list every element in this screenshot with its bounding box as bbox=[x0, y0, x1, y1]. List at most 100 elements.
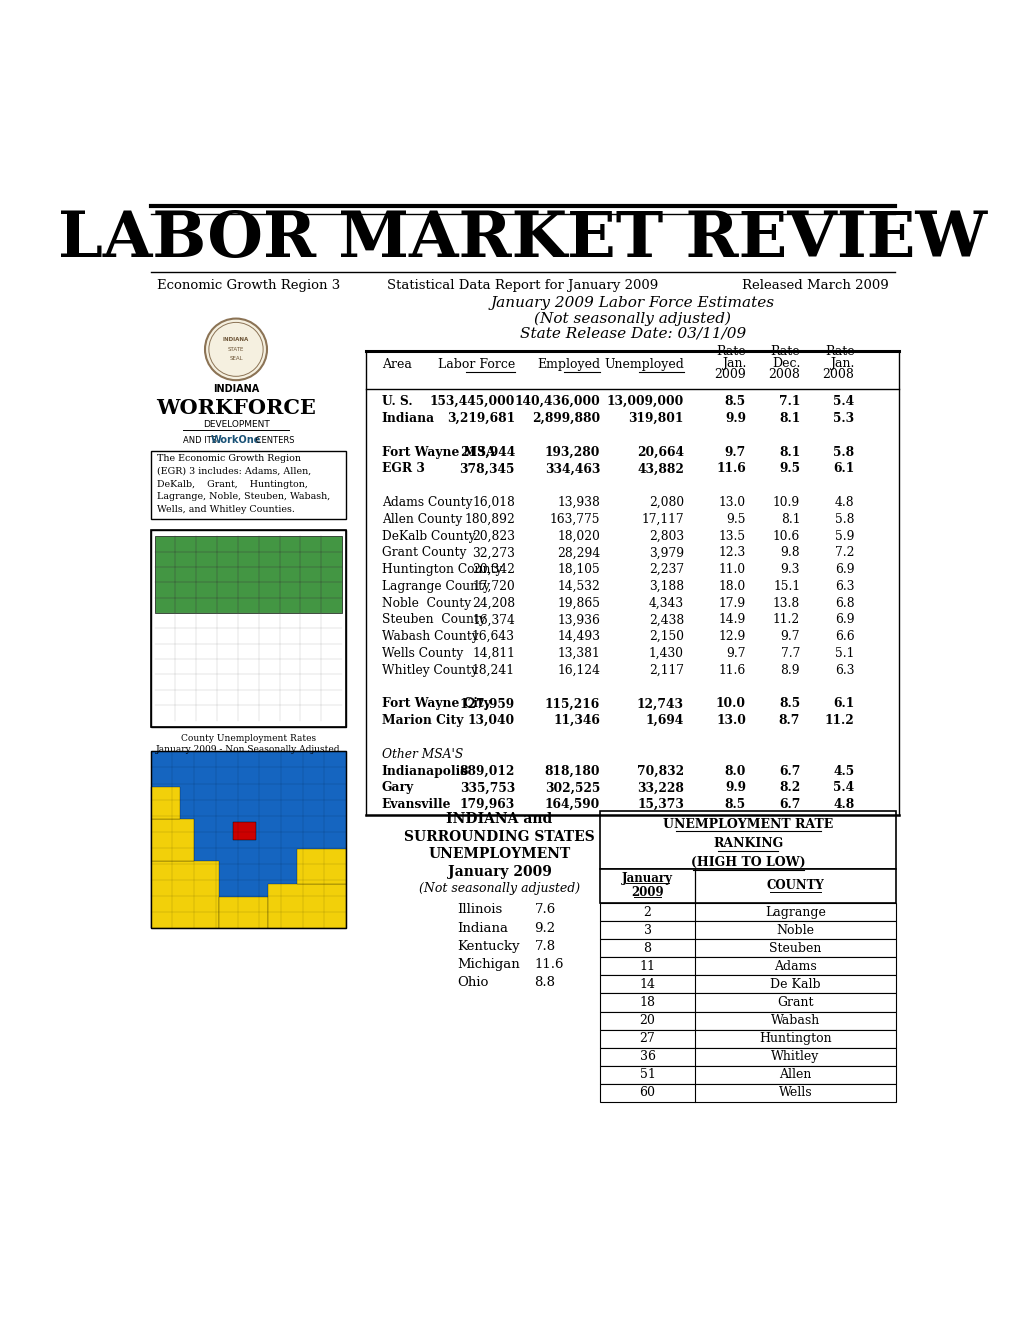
Text: Grant County: Grant County bbox=[381, 546, 466, 560]
Text: Marion City: Marion City bbox=[381, 714, 463, 727]
Text: LABOR MARKET REVIEW: LABOR MARKET REVIEW bbox=[58, 209, 986, 269]
Text: 6.9: 6.9 bbox=[834, 614, 854, 627]
Text: 9.8: 9.8 bbox=[780, 546, 800, 560]
Text: 9.7: 9.7 bbox=[780, 630, 800, 643]
Text: 302,525: 302,525 bbox=[544, 781, 599, 795]
Text: 9.5: 9.5 bbox=[779, 462, 800, 475]
Text: 4,343: 4,343 bbox=[648, 597, 684, 610]
Text: 8.5: 8.5 bbox=[725, 395, 745, 408]
Text: 5.8: 5.8 bbox=[835, 512, 854, 525]
Text: 14,811: 14,811 bbox=[472, 647, 515, 660]
Text: Indianapolis: Indianapolis bbox=[381, 764, 468, 777]
Text: 24,208: 24,208 bbox=[472, 597, 515, 610]
Text: 889,012: 889,012 bbox=[460, 764, 515, 777]
Text: January: January bbox=[622, 871, 673, 884]
Text: Lagrange, Noble, Steuben, Wabash,: Lagrange, Noble, Steuben, Wabash, bbox=[157, 492, 330, 502]
Text: 153,445,000: 153,445,000 bbox=[429, 395, 515, 408]
Text: 13,381: 13,381 bbox=[557, 647, 599, 660]
Text: 8.2: 8.2 bbox=[779, 781, 800, 795]
Text: 10.0: 10.0 bbox=[715, 697, 745, 710]
Text: 6.9: 6.9 bbox=[834, 564, 854, 576]
Text: Whitley County: Whitley County bbox=[381, 664, 477, 677]
Text: DeKalb,    Grant,    Huntington,: DeKalb, Grant, Huntington, bbox=[157, 479, 308, 488]
Text: 4.8: 4.8 bbox=[834, 496, 854, 510]
Text: 6.8: 6.8 bbox=[834, 597, 854, 610]
Text: Indiana: Indiana bbox=[457, 921, 507, 935]
Polygon shape bbox=[151, 787, 180, 818]
Text: 334,463: 334,463 bbox=[544, 462, 599, 475]
Text: 3,188: 3,188 bbox=[648, 579, 684, 593]
Text: Noble  County: Noble County bbox=[381, 597, 471, 610]
Text: 2,117: 2,117 bbox=[648, 664, 684, 677]
FancyBboxPatch shape bbox=[151, 531, 345, 726]
Text: 13,938: 13,938 bbox=[556, 496, 599, 510]
FancyBboxPatch shape bbox=[151, 451, 345, 519]
FancyBboxPatch shape bbox=[599, 957, 896, 975]
Text: 18.0: 18.0 bbox=[718, 579, 745, 593]
FancyBboxPatch shape bbox=[599, 869, 896, 903]
Text: 5.1: 5.1 bbox=[835, 647, 854, 660]
Text: 7.6: 7.6 bbox=[534, 903, 555, 916]
Text: 6.3: 6.3 bbox=[835, 664, 854, 677]
Text: Labor Force: Labor Force bbox=[437, 358, 515, 371]
Text: (EGR) 3 includes: Adams, Allen,: (EGR) 3 includes: Adams, Allen, bbox=[157, 467, 311, 477]
Text: Allen County: Allen County bbox=[381, 512, 462, 525]
Text: 20,823: 20,823 bbox=[472, 529, 515, 543]
Text: CENTERS: CENTERS bbox=[253, 436, 294, 445]
Text: 179,963: 179,963 bbox=[460, 799, 515, 810]
Text: Steuben: Steuben bbox=[768, 941, 821, 954]
Text: 18,241: 18,241 bbox=[472, 664, 515, 677]
Text: 3: 3 bbox=[643, 924, 651, 937]
Text: 11.2: 11.2 bbox=[824, 714, 854, 727]
Text: Adams: Adams bbox=[773, 960, 816, 973]
Text: 11.6: 11.6 bbox=[715, 462, 745, 475]
Text: Rate: Rate bbox=[715, 345, 745, 358]
Text: 6.7: 6.7 bbox=[779, 764, 800, 777]
Text: 12.9: 12.9 bbox=[717, 630, 745, 643]
Text: 2,237: 2,237 bbox=[648, 564, 684, 576]
Text: 16,124: 16,124 bbox=[556, 664, 599, 677]
Text: 60: 60 bbox=[639, 1086, 655, 1100]
Text: 13.5: 13.5 bbox=[718, 529, 745, 543]
Text: Wells County: Wells County bbox=[381, 647, 463, 660]
Text: Area: Area bbox=[381, 358, 412, 371]
Text: 1,694: 1,694 bbox=[645, 714, 684, 727]
Text: 51: 51 bbox=[639, 1068, 655, 1081]
Text: 18: 18 bbox=[639, 997, 655, 1008]
Text: EGR 3: EGR 3 bbox=[381, 462, 424, 475]
Text: 3,979: 3,979 bbox=[648, 546, 684, 560]
Text: 4.8: 4.8 bbox=[833, 799, 854, 810]
Polygon shape bbox=[232, 822, 256, 840]
Text: 11.0: 11.0 bbox=[718, 564, 745, 576]
Text: 10.6: 10.6 bbox=[772, 529, 800, 543]
Text: 43,882: 43,882 bbox=[637, 462, 684, 475]
Text: Rate: Rate bbox=[769, 345, 800, 358]
Text: 115,216: 115,216 bbox=[544, 697, 599, 710]
Text: Lagrange County: Lagrange County bbox=[381, 579, 489, 593]
Text: 2,899,880: 2,899,880 bbox=[532, 412, 599, 425]
Text: 8.5: 8.5 bbox=[779, 697, 800, 710]
Text: 164,590: 164,590 bbox=[544, 799, 599, 810]
Text: Released March 2009: Released March 2009 bbox=[741, 279, 888, 292]
FancyBboxPatch shape bbox=[599, 975, 896, 994]
Text: 8.1: 8.1 bbox=[780, 512, 800, 525]
Text: 7.8: 7.8 bbox=[534, 940, 555, 953]
Text: 6.6: 6.6 bbox=[834, 630, 854, 643]
Text: 193,280: 193,280 bbox=[544, 446, 599, 458]
Text: SEAL: SEAL bbox=[229, 356, 243, 362]
Text: Jan.: Jan. bbox=[829, 356, 854, 370]
Text: Kentucky: Kentucky bbox=[457, 940, 519, 953]
Text: Jan.: Jan. bbox=[720, 356, 745, 370]
Text: 17,117: 17,117 bbox=[641, 512, 684, 525]
Text: 11.6: 11.6 bbox=[534, 958, 564, 970]
Text: 32,273: 32,273 bbox=[472, 546, 515, 560]
Text: Evansville: Evansville bbox=[381, 799, 450, 810]
Text: 2,150: 2,150 bbox=[648, 630, 684, 643]
FancyBboxPatch shape bbox=[599, 1011, 896, 1030]
Text: 33,228: 33,228 bbox=[637, 781, 684, 795]
Text: 19,865: 19,865 bbox=[556, 597, 599, 610]
Text: 2009: 2009 bbox=[713, 368, 745, 381]
Text: 13,009,000: 13,009,000 bbox=[606, 395, 684, 408]
Text: 8.9: 8.9 bbox=[780, 664, 800, 677]
Text: 2,803: 2,803 bbox=[648, 529, 684, 543]
